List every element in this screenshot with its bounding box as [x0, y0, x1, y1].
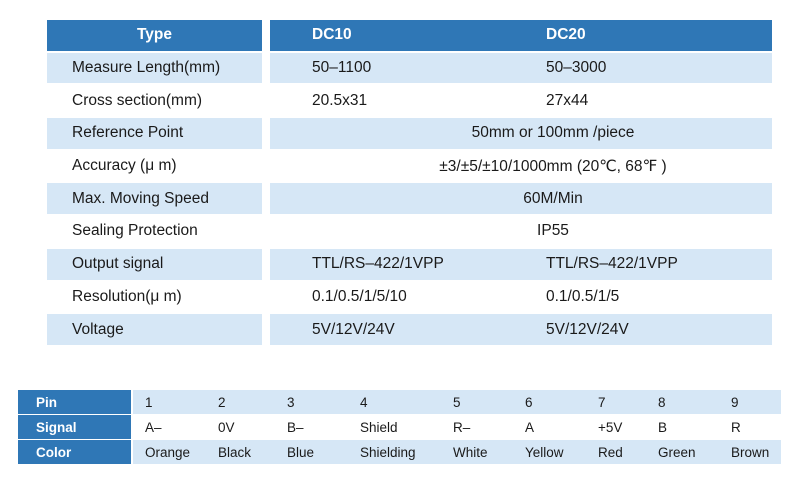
color-values: Orange Black Blue Shielding White Yellow… — [133, 440, 781, 464]
spec-row-max-moving-speed: Max. Moving Speed 60M/Min — [47, 183, 772, 216]
spec-row-cross-section: Cross section(mm) 20.5x31 27x44 — [47, 85, 772, 118]
signal-label: Signal — [18, 415, 131, 439]
dc10-value: 5V/12V/24V — [312, 320, 395, 338]
row-values: 0.1/0.5/1/5/10 0.1/0.5/1/5 — [270, 281, 772, 313]
wire-color: Shielding — [360, 444, 416, 460]
row-label: Reference Point — [47, 118, 262, 149]
spec-row-sealing-protection: Sealing Protection IP55 — [47, 216, 772, 249]
header-models: DC10 DC20 — [270, 20, 772, 51]
row-label: Accuracy (μ m) — [47, 150, 262, 182]
wire-color: Green — [658, 444, 696, 460]
signal-value: +5V — [598, 419, 623, 435]
merged-value: ±3/±5/±10/1000mm (20℃, 68℉ ) — [270, 150, 772, 182]
row-label: Output signal — [47, 248, 262, 280]
spec-row-output-signal: Output signal TTL/RS–422/1VPP TTL/RS–422… — [47, 248, 772, 282]
spec-row-reference-point: Reference Point 50mm or 100mm /piece — [47, 118, 772, 151]
spec-row-measure-length: Measure Length(mm) 50–1100 50–3000 — [47, 52, 772, 86]
signal-value: R — [731, 419, 741, 435]
header-type: Type — [47, 20, 262, 51]
pin-values: 1 2 3 4 5 6 7 8 9 — [133, 390, 781, 414]
pin-number: 3 — [287, 394, 295, 410]
row-label: Measure Length(mm) — [47, 52, 262, 84]
dc10-value: 20.5x31 — [312, 91, 368, 109]
signal-value: B — [658, 419, 668, 435]
pin-label: Pin — [18, 390, 131, 414]
spec-row-voltage: Voltage 5V/12V/24V 5V/12V/24V — [47, 314, 772, 347]
signal-values: A– 0V B– Shield R– A +5V B R — [133, 415, 781, 439]
signal-value: A — [525, 419, 535, 435]
row-values: 5V/12V/24V 5V/12V/24V — [270, 314, 772, 345]
row-label: Max. Moving Speed — [47, 183, 262, 215]
row-label: Sealing Protection — [47, 216, 262, 247]
merged-value: 60M/Min — [270, 183, 772, 215]
signal-value: B– — [287, 419, 304, 435]
spec-row-accuracy: Accuracy (μ m) ±3/±5/±10/1000mm (20℃, 68… — [47, 150, 772, 184]
color-row: Color Orange Black Blue Shielding White … — [18, 440, 781, 465]
wire-color: White — [453, 444, 488, 460]
spec-table: Type DC10 DC20 Measure Length(mm) 50–110… — [47, 20, 772, 347]
wire-color: Orange — [145, 444, 191, 460]
wire-color: Blue — [287, 444, 315, 460]
row-label: Resolution(μ m) — [47, 281, 262, 313]
dc10-value: 50–1100 — [312, 59, 372, 77]
dc20-value: 5V/12V/24V — [546, 320, 629, 338]
pin-number: 2 — [218, 394, 226, 410]
dc20-value: 50–3000 — [546, 59, 607, 77]
signal-value: Shield — [360, 419, 398, 435]
merged-value: IP55 — [270, 216, 772, 247]
dc20-value: 27x44 — [546, 91, 589, 109]
signal-value: 0V — [218, 419, 235, 435]
row-label: Cross section(mm) — [47, 85, 262, 117]
signal-value: R– — [453, 419, 471, 435]
header-dc20: DC20 — [546, 26, 586, 44]
header-dc10: DC10 — [312, 26, 352, 44]
wire-color: Black — [218, 444, 252, 460]
dc10-value: TTL/RS–422/1VPP — [312, 255, 444, 273]
pin-number: 8 — [658, 394, 666, 410]
signal-value: A– — [145, 419, 162, 435]
color-label: Color — [18, 440, 131, 464]
row-label: Voltage — [47, 314, 262, 345]
wire-color: Red — [598, 444, 623, 460]
pin-row: Pin 1 2 3 4 5 6 7 8 9 — [18, 390, 781, 415]
pin-number: 1 — [145, 394, 153, 410]
dc20-value: TTL/RS–422/1VPP — [546, 255, 678, 273]
spec-row-resolution: Resolution(μ m) 0.1/0.5/1/5/10 0.1/0.5/1… — [47, 281, 772, 315]
pin-number: 5 — [453, 394, 461, 410]
pin-number: 6 — [525, 394, 533, 410]
row-values: 50–1100 50–3000 — [270, 52, 772, 84]
row-values: 20.5x31 27x44 — [270, 85, 772, 117]
merged-value: 50mm or 100mm /piece — [270, 118, 772, 149]
dc10-value: 0.1/0.5/1/5/10 — [312, 287, 407, 305]
pin-number: 7 — [598, 394, 606, 410]
signal-row: Signal A– 0V B– Shield R– A +5V B R — [18, 415, 781, 440]
pin-table: Pin 1 2 3 4 5 6 7 8 9 Signal A– 0V B– Sh… — [18, 390, 781, 465]
pin-number: 4 — [360, 394, 368, 410]
wire-color: Yellow — [525, 444, 564, 460]
pin-number: 9 — [731, 394, 739, 410]
dc20-value: 0.1/0.5/1/5 — [546, 287, 620, 305]
spec-header-row: Type DC10 DC20 — [47, 20, 772, 53]
wire-color: Brown — [731, 444, 770, 460]
row-values: TTL/RS–422/1VPP TTL/RS–422/1VPP — [270, 248, 772, 280]
